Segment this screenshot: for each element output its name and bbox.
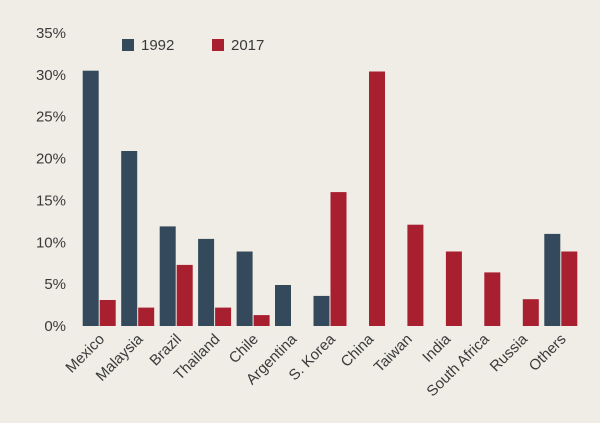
legend-swatch-2017 <box>212 39 224 51</box>
y-tick-label: 5% <box>44 276 66 293</box>
bar-1992-thailand <box>198 238 215 326</box>
bar-1992-brazil <box>159 226 176 326</box>
bar-2017-south-africa <box>484 272 501 326</box>
bar-2017-others <box>561 251 578 326</box>
y-axis: 0% 5% 10% 15% 20% 25% 30% 35% <box>36 25 66 335</box>
bar-2017-china <box>369 71 385 326</box>
legend: 1992 2017 <box>122 37 264 54</box>
bar-2017-chile <box>253 315 270 326</box>
bar-2017-taiwan <box>407 224 424 326</box>
y-tick-label: 15% <box>36 192 66 209</box>
x-tick-label: Russia <box>487 330 532 375</box>
y-tick-label: 25% <box>36 109 66 126</box>
y-tick-label: 20% <box>36 151 66 168</box>
bar-1992-malaysia <box>121 151 138 326</box>
y-tick-label: 10% <box>36 234 66 251</box>
bar-2017-brazil <box>176 264 193 326</box>
bar-1992-argentina <box>275 285 291 326</box>
legend-label-1992: 1992 <box>141 37 174 54</box>
legend-swatch-1992 <box>122 39 134 51</box>
y-tick-label: 30% <box>36 67 66 84</box>
bar-1992-chile <box>236 251 253 326</box>
bar-2017-thailand <box>215 307 232 326</box>
bar-1992-mexico <box>82 70 99 326</box>
bar-2017-s-korea <box>330 192 347 326</box>
y-tick-label: 0% <box>44 318 66 335</box>
x-tick-label: India <box>419 330 454 365</box>
bar-1992-s-korea <box>313 295 330 326</box>
bars <box>82 70 578 326</box>
y-tick-label: 35% <box>36 25 66 42</box>
bar-2017-mexico <box>99 300 116 326</box>
bar-1992-others <box>544 233 561 326</box>
bar-2017-malaysia <box>138 307 155 326</box>
x-tick-label: Others <box>526 331 570 375</box>
bar-2017-india <box>445 251 462 326</box>
legend-label-2017: 2017 <box>231 37 264 54</box>
bar-2017-russia <box>522 299 539 326</box>
x-tick-label: Taiwan <box>371 331 416 376</box>
